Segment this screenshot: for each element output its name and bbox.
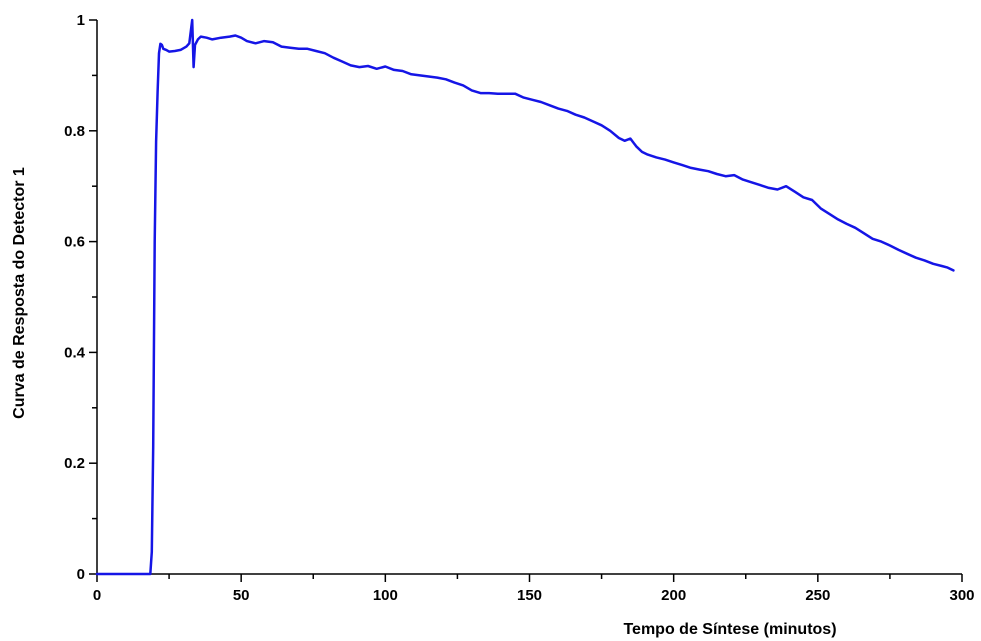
y-axis-title: Curva de Resposta do Detector 1 (11, 167, 28, 419)
y-tick-label: 0.6 (64, 234, 85, 251)
x-tick-label: 200 (661, 587, 686, 604)
x-tick-label: 300 (949, 587, 974, 604)
y-tick-label: 0 (77, 566, 85, 583)
axes (96, 20, 962, 575)
x-tick-label: 0 (93, 587, 101, 604)
y-tick-label: 0.4 (64, 344, 86, 361)
y-tick-label: 0.2 (64, 455, 85, 472)
series-line (95, 18, 955, 576)
x-tick-label: 100 (373, 587, 398, 604)
x-tick-label: 50 (233, 587, 250, 604)
y-tick-label: 0.8 (64, 123, 85, 140)
series-group (95, 18, 955, 576)
y-tick-label: 1 (77, 12, 85, 29)
x-tick-label: 250 (805, 587, 830, 604)
ticks: 0 50 100 150 200 250 300 0 0.2 0.4 0.6 0.8 1 (64, 12, 974, 604)
x-tick-label: 150 (517, 587, 542, 604)
x-axis-title: Tempo de Síntese (minutos) (623, 621, 836, 638)
